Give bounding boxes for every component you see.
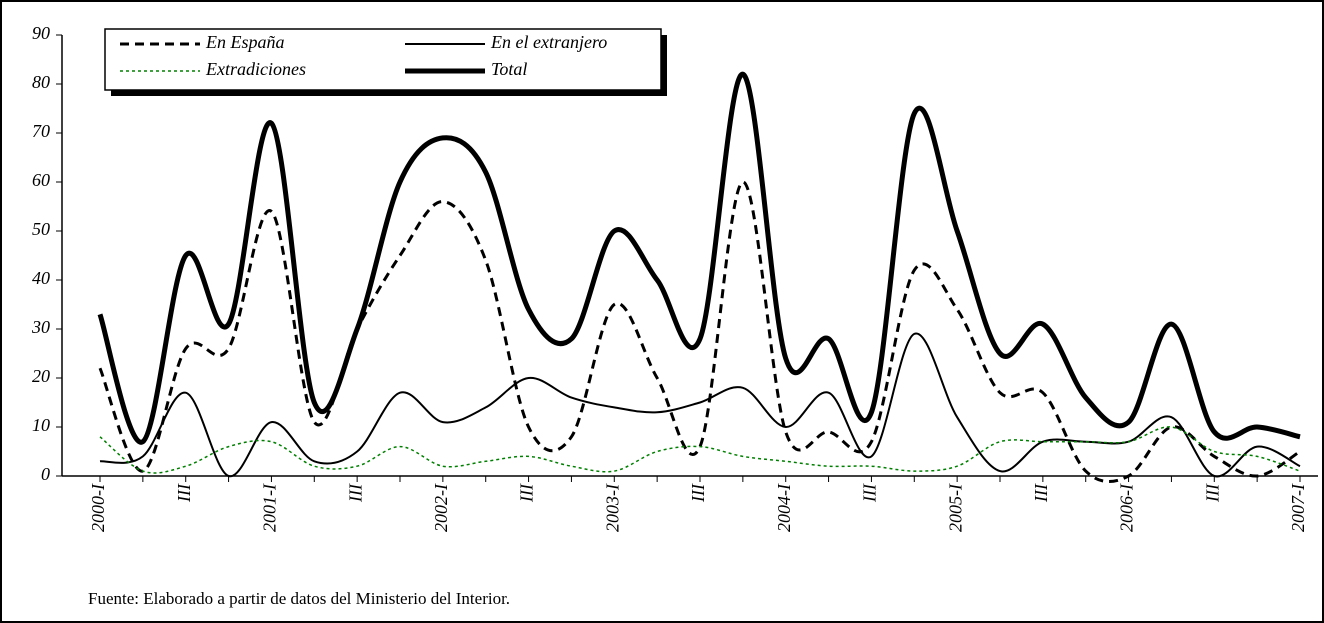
legend: En España En el extranjero Extradiciones To… <box>104 28 667 96</box>
x-tick-label: III <box>345 483 365 503</box>
x-tick-label: III <box>860 483 880 503</box>
x-tick-label: 2002-I <box>431 483 451 532</box>
legend-label: Total <box>491 59 527 79</box>
x-tick-label: 2006-I <box>1117 483 1137 532</box>
series-line <box>99 332 1301 478</box>
legend-box <box>104 28 662 91</box>
x-tick-label: III <box>174 483 194 503</box>
y-tick-label: 40 <box>32 268 50 288</box>
x-tick-label: 2005-I <box>945 483 965 532</box>
legend-label: En España <box>205 32 285 52</box>
x-tick-label: 2007-I <box>1288 483 1308 532</box>
x-tick-label: 2000-I <box>88 483 108 532</box>
series-line <box>97 71 1301 445</box>
series-line <box>99 426 1301 474</box>
x-tick-label: 2001-I <box>260 483 280 532</box>
y-tick-label: 20 <box>32 366 50 386</box>
y-tick-label: 70 <box>32 121 50 141</box>
legend-label: Extradiciones <box>205 59 306 79</box>
y-tick-label: 80 <box>32 72 50 92</box>
x-tick-label: 2004-I <box>774 483 794 532</box>
y-tick-label: 30 <box>31 317 50 337</box>
x-tick-label: III <box>688 483 708 503</box>
x-tick-label: III <box>517 483 537 503</box>
x-tick-label: III <box>1202 483 1222 503</box>
x-tick-label: III <box>1031 483 1051 503</box>
y-tick-label: 90 <box>32 23 50 43</box>
legend-label: En el extranjero <box>490 32 607 52</box>
y-tick-label: 10 <box>32 415 50 435</box>
series-line <box>98 180 1301 484</box>
source-note: Fuente: Elaborado a partir de datos del … <box>88 589 510 608</box>
x-tick-label: 2003-I <box>602 483 622 532</box>
y-tick-label: 0 <box>41 464 50 484</box>
y-tick-label: 50 <box>32 219 50 239</box>
y-tick-label: 60 <box>32 170 50 190</box>
